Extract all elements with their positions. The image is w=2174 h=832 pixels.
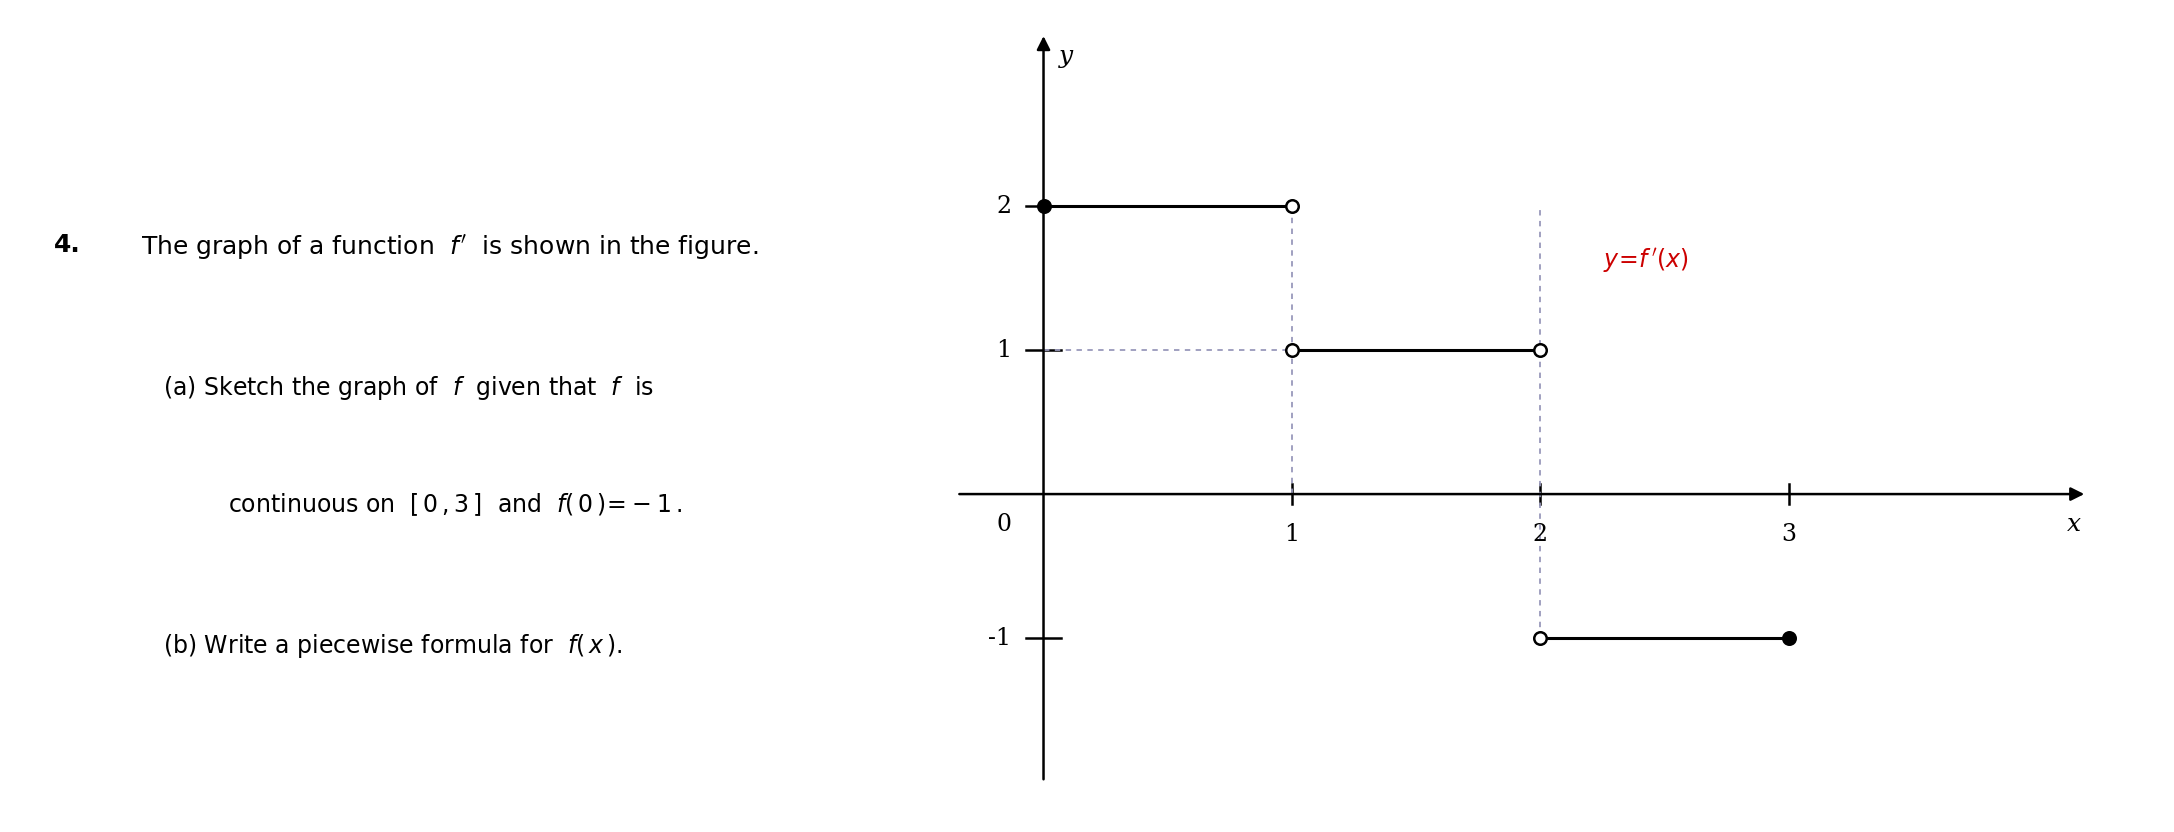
Text: $y\!=\!f\,'(x)$: $y\!=\!f\,'(x)$ [1602, 246, 1689, 275]
Text: 1: 1 [1285, 522, 1300, 546]
Text: (a) Sketch the graph of  $f$  given that  $f$  is: (a) Sketch the graph of $f$ given that $… [163, 374, 654, 403]
Text: 1: 1 [996, 339, 1011, 362]
Text: continuous on  $[\,0\,,3\,]$  and  $f(\,0\,)\!=\!-1\,$.: continuous on $[\,0\,,3\,]$ and $f(\,0\,… [228, 491, 683, 518]
Text: 0: 0 [996, 513, 1011, 536]
Text: x: x [2067, 513, 2081, 536]
Text: 3: 3 [1781, 522, 1796, 546]
Text: 4.: 4. [54, 233, 80, 257]
Text: The graph of a function  $f'$  is shown in the figure.: The graph of a function $f'$ is shown in… [141, 233, 759, 262]
Text: 2: 2 [996, 195, 1011, 218]
Text: y: y [1059, 45, 1072, 67]
Text: 2: 2 [1533, 522, 1548, 546]
Text: -1: -1 [989, 626, 1011, 650]
Text: (b) Write a piecewise formula for  $f(\,x\,)$.: (b) Write a piecewise formula for $f(\,x… [163, 632, 622, 661]
